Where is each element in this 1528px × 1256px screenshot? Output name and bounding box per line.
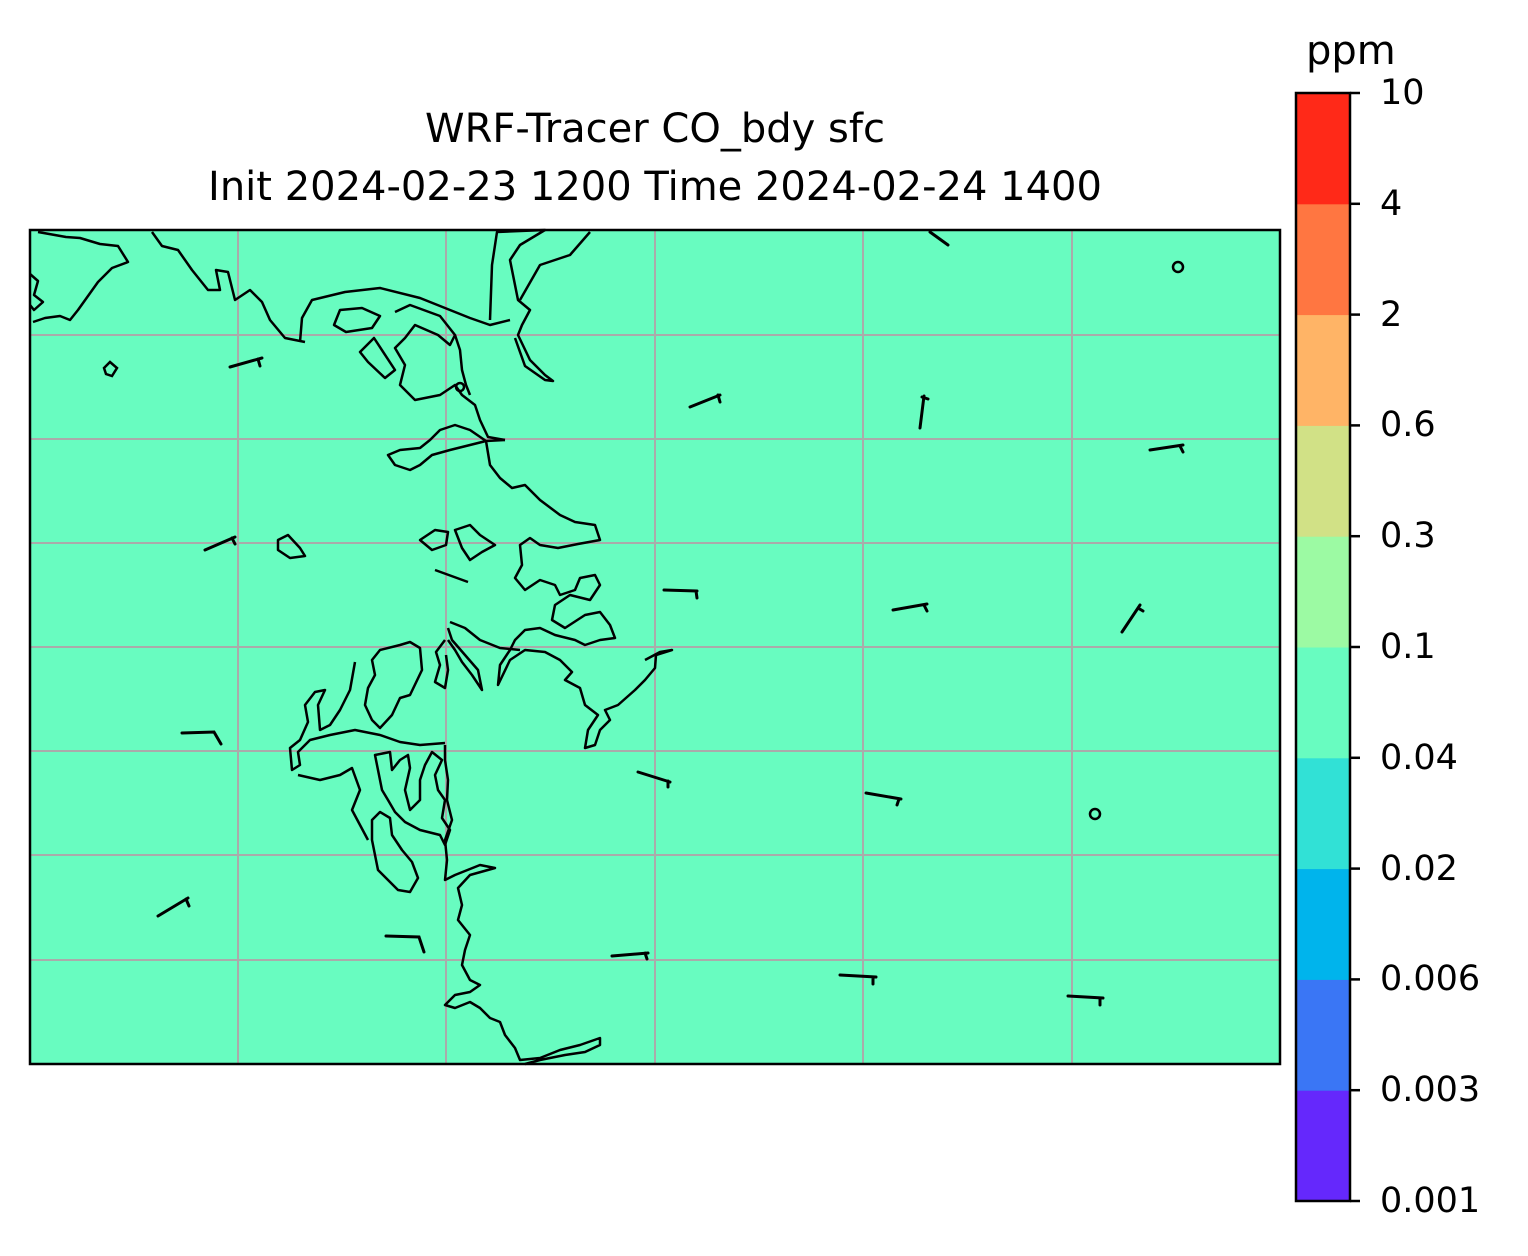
colorbar-tick-label: 2 [1380,294,1403,335]
colorbar-segment [1296,93,1350,205]
map-frame [28,228,1282,1066]
colorbar-segments [1296,93,1350,1202]
colorbar-segment [1296,203,1350,316]
wind-barbs [156,230,1185,1007]
colorbar-tick-label: 0.02 [1380,848,1458,889]
colorbar-tick-label: 0.04 [1380,737,1458,778]
map-title-line2: Init 2024-02-23 1200 Time 2024-02-24 140… [208,164,1102,210]
colorbar-segment [1296,425,1350,537]
colorbar-segment [1296,868,1350,980]
colorbar-tick-label: 0.6 [1380,405,1436,446]
colorbar-tick-label: 4 [1380,183,1403,224]
colorbar-segment [1296,536,1350,648]
coastlines [29,228,674,1066]
gridlines [30,230,1280,1064]
colorbar-tick-label: 0.006 [1380,959,1481,1000]
islands [102,260,1185,821]
colorbar-tick-label: 0.003 [1380,1070,1481,1111]
colorbar-tick-label: 10 [1380,73,1425,113]
colorbar-segment [1296,1090,1350,1202]
colorbar-tick-label: 0.1 [1380,627,1436,667]
colorbar-tick-label: 0.001 [1380,1181,1481,1221]
map-title-line1: WRF-Tracer CO_bdy sfc [425,106,885,152]
colorbar-segment [1296,757,1350,870]
colorbar-ticks [1350,91,1360,1203]
colorbar-segment [1296,314,1350,426]
colorbar-unit-label: ppm [1306,28,1396,74]
colorbar-tick-label: 0.3 [1380,516,1436,557]
colorbar-segment [1296,647,1350,759]
colorbar-segment [1296,979,1350,1091]
